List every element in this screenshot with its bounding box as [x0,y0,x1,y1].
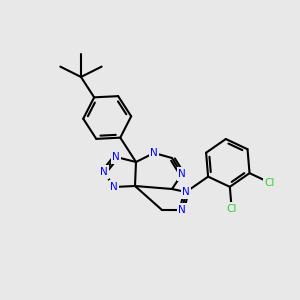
Text: N: N [110,182,118,192]
Text: N: N [100,167,108,177]
Text: N: N [182,187,190,197]
Text: N: N [150,148,158,158]
Text: N: N [178,205,186,215]
Text: Cl: Cl [226,204,237,214]
Text: N: N [178,169,186,179]
Text: Cl: Cl [264,178,274,188]
Text: N: N [112,152,120,162]
